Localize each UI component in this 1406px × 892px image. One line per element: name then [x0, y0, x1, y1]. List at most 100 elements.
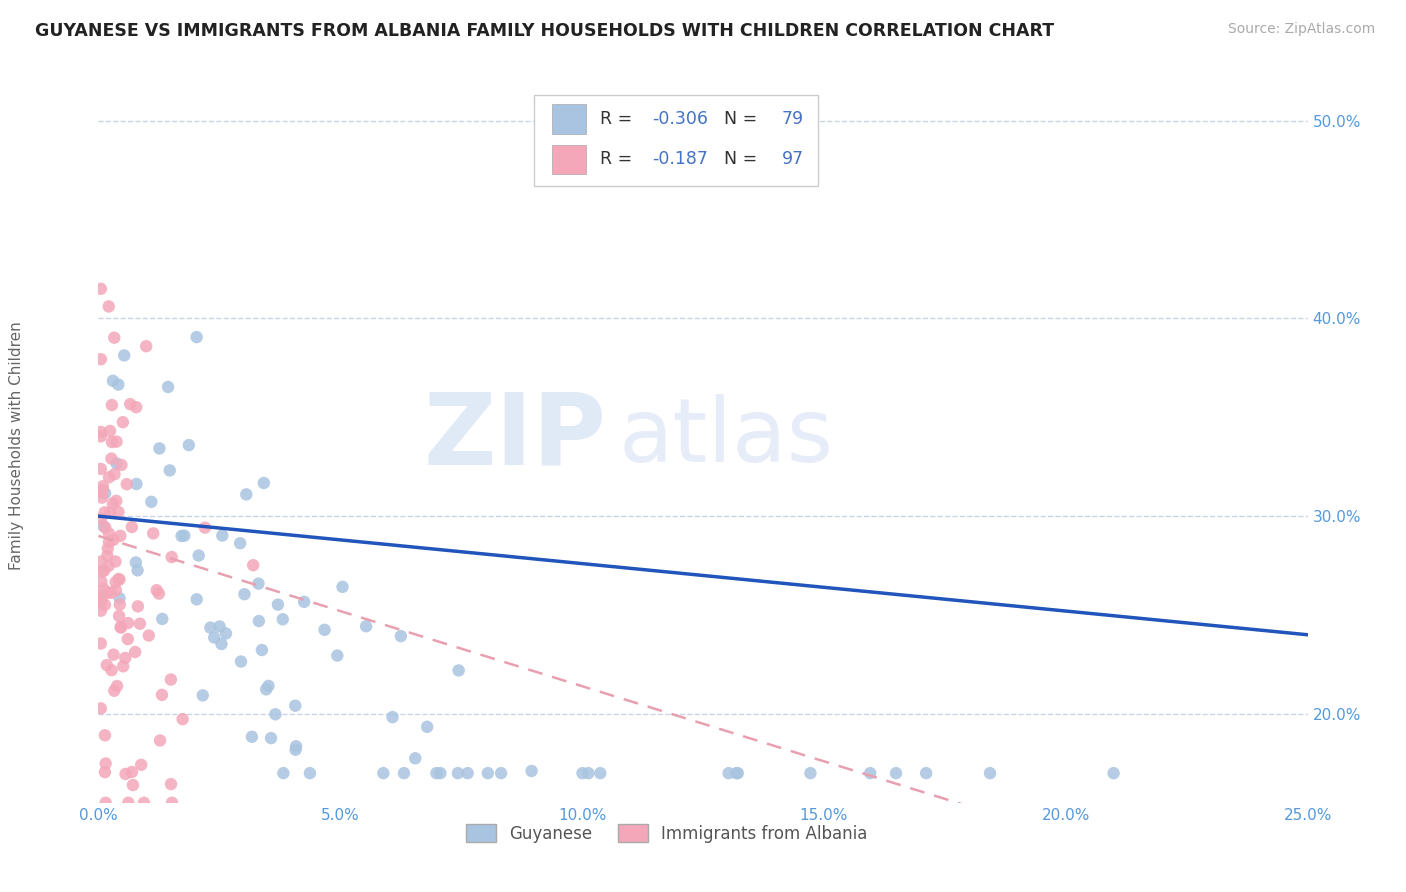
Point [235, 487, 257, 501]
Point [90, 589, 112, 603]
Point [273, 766, 295, 780]
Point [94, 520, 117, 534]
Point [332, 580, 354, 594]
Point [150, 612, 173, 626]
Point [110, 620, 132, 634]
Point [127, 599, 149, 614]
Point [727, 766, 749, 780]
Point [128, 616, 150, 631]
FancyBboxPatch shape [534, 95, 818, 186]
Point [229, 536, 252, 550]
Point [90, 512, 112, 526]
Point [108, 598, 131, 612]
Point [107, 572, 129, 586]
Point [94, 765, 117, 780]
Point [90, 555, 112, 569]
Point [200, 621, 222, 635]
Point [260, 731, 283, 745]
Point [159, 463, 181, 477]
Point [125, 477, 148, 491]
Text: Family Households with Children: Family Households with Children [10, 322, 24, 570]
Point [98, 506, 121, 520]
Point [254, 682, 277, 697]
Point [150, 688, 173, 702]
Point [392, 766, 415, 780]
Point [915, 766, 938, 780]
Point [271, 612, 294, 626]
Point [90, 429, 112, 443]
Point [1102, 766, 1125, 780]
Point [90, 485, 112, 500]
Point [142, 526, 165, 541]
Point [111, 415, 134, 429]
Point [177, 438, 200, 452]
Point [90, 425, 112, 439]
Point [520, 764, 543, 778]
Point [145, 583, 167, 598]
Point [101, 374, 124, 388]
Point [103, 467, 125, 482]
Point [799, 766, 821, 780]
Point [97, 526, 120, 541]
FancyBboxPatch shape [551, 104, 586, 134]
Point [389, 629, 412, 643]
Point [115, 477, 138, 491]
Point [104, 583, 127, 598]
Point [101, 496, 124, 510]
Point [717, 766, 740, 780]
Point [284, 743, 307, 757]
Text: Source: ZipAtlas.com: Source: ZipAtlas.com [1227, 22, 1375, 37]
Point [247, 614, 270, 628]
Point [172, 712, 194, 726]
Point [105, 493, 128, 508]
Point [859, 766, 882, 780]
Point [97, 470, 120, 484]
Text: -0.187: -0.187 [652, 150, 709, 168]
Point [100, 586, 122, 600]
Point [253, 475, 276, 490]
Point [90, 491, 112, 505]
Point [250, 643, 273, 657]
Point [457, 766, 479, 780]
Point [186, 592, 208, 607]
Point [285, 739, 308, 754]
Point [97, 558, 120, 573]
Point [725, 766, 748, 780]
Point [91, 518, 114, 533]
Point [94, 756, 117, 771]
Point [107, 377, 129, 392]
Point [576, 766, 599, 780]
Point [884, 766, 907, 780]
Point [229, 655, 252, 669]
Point [94, 796, 117, 810]
Point [141, 495, 163, 509]
Point [96, 585, 118, 599]
Point [264, 707, 287, 722]
Point [90, 701, 112, 715]
Point [104, 554, 127, 568]
Text: 79: 79 [782, 110, 804, 128]
Point [90, 282, 112, 296]
Point [240, 730, 263, 744]
Point [93, 582, 115, 596]
Point [110, 621, 132, 635]
Point [416, 720, 439, 734]
Point [124, 645, 146, 659]
Point [94, 598, 117, 612]
Text: -0.306: -0.306 [652, 110, 709, 128]
Point [105, 434, 128, 449]
Point [96, 658, 118, 673]
Point [292, 595, 315, 609]
Point [112, 659, 135, 673]
Point [108, 573, 131, 587]
Point [108, 591, 131, 606]
Point [114, 767, 136, 781]
Point [125, 400, 148, 414]
Point [117, 796, 139, 810]
Point [90, 352, 112, 367]
Point [110, 458, 132, 472]
Point [160, 673, 183, 687]
Point [132, 796, 155, 810]
Point [110, 529, 132, 543]
Point [208, 619, 231, 633]
